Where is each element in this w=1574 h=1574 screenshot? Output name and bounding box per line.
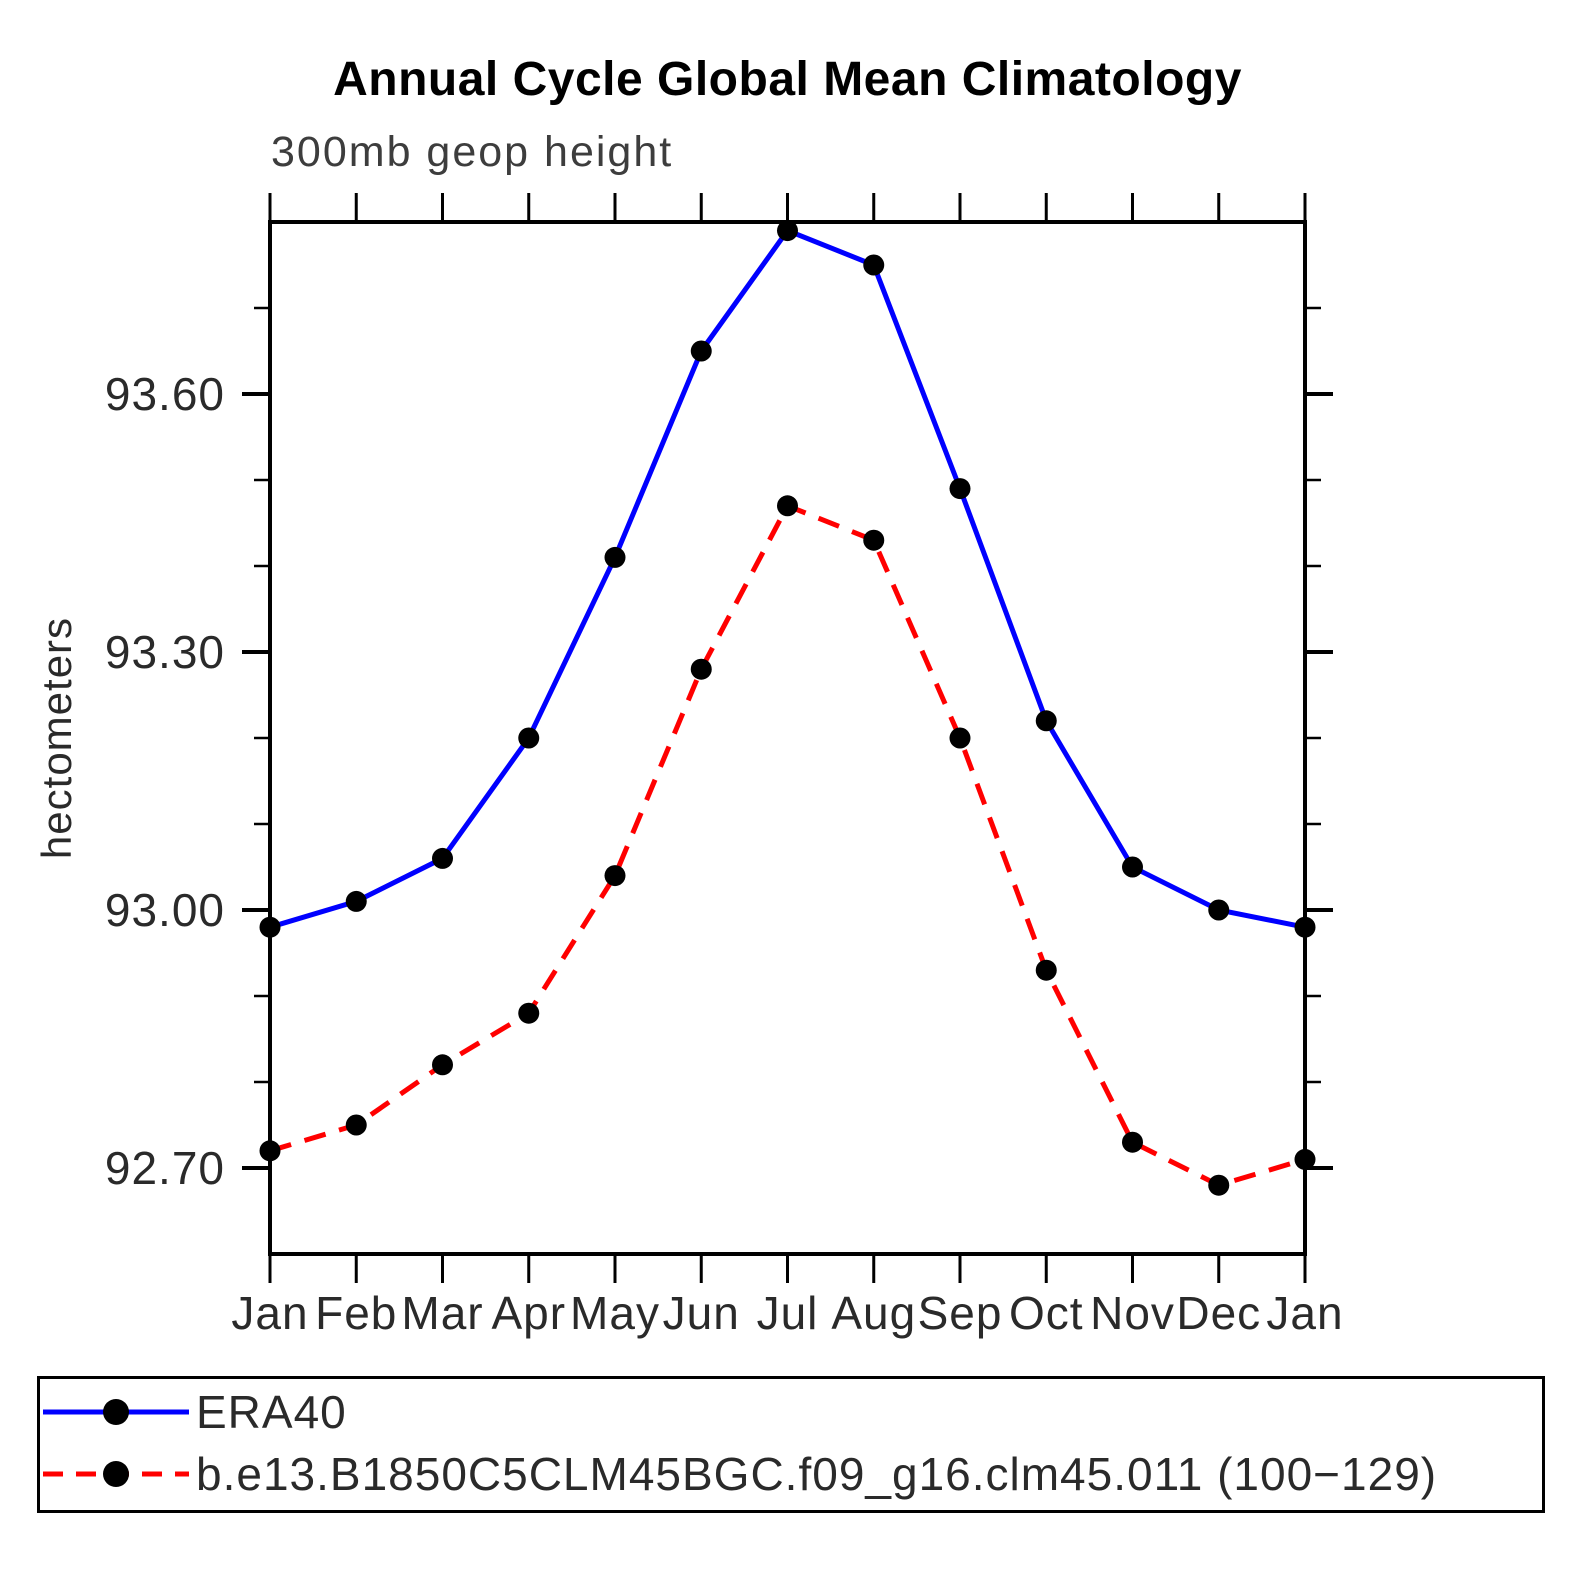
model-marker	[690, 658, 712, 680]
y-tick-label: 93.60	[104, 368, 225, 420]
x-tick-label: Jul	[756, 1287, 819, 1339]
model-marker	[432, 1054, 453, 1076]
y-tick-label: 93.00	[104, 884, 225, 936]
model-marker	[777, 495, 798, 517]
era40-marker	[259, 916, 281, 938]
era40-marker	[1035, 710, 1057, 732]
legend-row-era40: ERA40	[40, 1381, 347, 1443]
x-tick-label: Sep	[917, 1287, 1003, 1339]
era40-marker	[345, 890, 367, 912]
era40-marker	[604, 546, 626, 568]
era40-marker	[863, 254, 885, 276]
era40-marker	[1208, 899, 1230, 921]
model-line	[269, 502, 1306, 1188]
model-line-sample-icon	[43, 1461, 189, 1487]
legend-sample-marker	[103, 1461, 129, 1487]
legend-row-model: b.e13.B1850C5CLM45BGC.f09_g16.clm45.011 …	[40, 1443, 1437, 1505]
model-marker	[949, 727, 971, 749]
era40-line-sample-icon	[43, 1399, 189, 1425]
era40-marker	[518, 727, 540, 749]
x-tick-label: Jan	[231, 1287, 309, 1339]
legend-label-era40: ERA40	[196, 1386, 347, 1438]
x-tick-label: Oct	[1008, 1287, 1084, 1339]
model-marker	[518, 1002, 540, 1024]
era40-marker	[432, 847, 453, 869]
x-tick-label: Mar	[401, 1287, 484, 1339]
x-tick-label: Jan	[1266, 1287, 1344, 1339]
model-marker	[1208, 1174, 1230, 1196]
y-tick-label: 92.70	[104, 1142, 225, 1194]
model-marker	[259, 1140, 281, 1162]
era40-marker	[1122, 856, 1143, 878]
legend-sample-marker	[103, 1399, 129, 1425]
model-marker	[604, 865, 626, 887]
era40-marker	[1294, 916, 1316, 938]
era40-line	[269, 227, 1306, 930]
y-tick-label: 93.30	[104, 626, 225, 678]
model-marker	[1294, 1148, 1316, 1170]
era40-marker	[949, 478, 971, 500]
model-marker	[1122, 1131, 1143, 1153]
legend-label-model: b.e13.B1850C5CLM45BGC.f09_g16.clm45.011 …	[196, 1448, 1438, 1500]
chart-subtitle: 300mb geop height	[271, 128, 674, 176]
legend-box: ERA40 b.e13.B1850C5CLM45BGC.f09_g16.clm4…	[37, 1376, 1545, 1513]
model-marker	[1035, 959, 1057, 981]
x-tick-label: Nov	[1090, 1287, 1175, 1339]
x-tick-label: May	[570, 1287, 660, 1339]
plot-frame	[268, 220, 1307, 1256]
x-tick-label: Feb	[315, 1287, 398, 1339]
model-marker	[863, 529, 885, 551]
x-tick-label: Dec	[1176, 1287, 1262, 1339]
era40-marker	[690, 340, 712, 362]
era40-marker	[777, 220, 798, 242]
chart-title: Annual Cycle Global Mean Climatology	[333, 53, 1242, 106]
x-tick-label: Aug	[831, 1287, 917, 1339]
x-tick-label: Apr	[491, 1287, 567, 1339]
x-tick-label: Jun	[662, 1287, 740, 1339]
model-marker	[345, 1114, 367, 1136]
